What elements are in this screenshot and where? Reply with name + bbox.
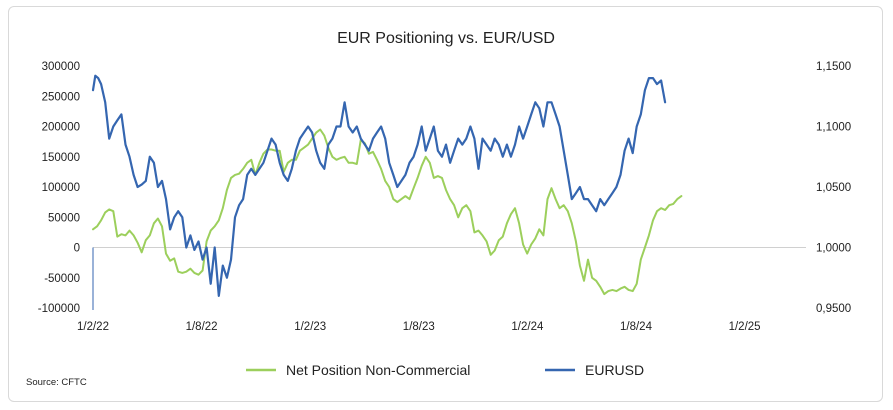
left-tick-label: 250000: [42, 91, 80, 103]
left-tick-label: 300000: [42, 61, 80, 73]
left-tick-label: 0: [74, 243, 80, 255]
legend-label: EURUSD: [585, 362, 644, 378]
x-tick-label: 1/2/24: [511, 321, 544, 333]
x-tick-label: 1/2/22: [77, 321, 109, 333]
right-tick-label: 1,0500: [816, 182, 851, 194]
legend: Net Position Non-Commercial EURUSD: [246, 362, 644, 378]
right-axis-ticks: 1,1500 1,1000 1,0500 1,0000 0,9500: [816, 61, 851, 315]
left-tick-label: -100000: [38, 303, 80, 315]
left-tick-label: -50000: [44, 273, 80, 285]
left-axis-ticks: 300000 250000 200000 150000 100000 50000 0 -500…: [38, 61, 80, 315]
chart-title: EUR Positioning vs. EUR/USD: [337, 30, 555, 47]
left-tick-label: 100000: [42, 182, 80, 194]
x-axis-ticks: 1/2/22 1/8/22 1/2/23 1/8/23 1/2/24 1/8/24 1/2/…: [77, 321, 761, 333]
left-tick-label: 200000: [42, 122, 80, 134]
left-tick-label: 50000: [48, 212, 80, 224]
series-line-net-position-non-commercial: [92, 128, 683, 296]
x-tick-label: 1/2/23: [294, 321, 326, 333]
right-tick-label: 0,9500: [816, 303, 851, 315]
x-tick-label: 1/8/22: [186, 321, 218, 333]
left-tick-label: 150000: [42, 152, 80, 164]
series-layer: [91, 74, 683, 310]
legend-label: Net Position Non-Commercial: [286, 362, 470, 378]
x-tick-label: 1/8/23: [403, 321, 435, 333]
chart-frame: [8, 6, 883, 402]
x-tick-label: 1/2/25: [729, 321, 761, 333]
right-tick-label: 1,1500: [816, 61, 851, 73]
x-tick-label: 1/8/24: [620, 321, 653, 333]
right-tick-label: 1,0000: [816, 243, 851, 255]
series-line-eurusd: [91, 74, 667, 297]
right-tick-label: 1,1000: [816, 122, 851, 134]
source-note: Source: CFTC: [26, 377, 87, 388]
